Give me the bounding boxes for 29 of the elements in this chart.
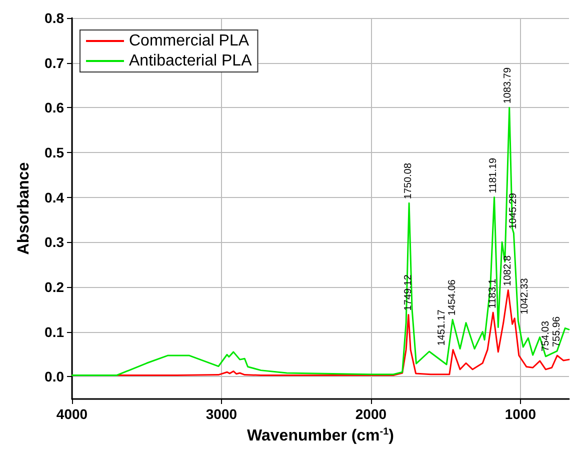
y-tick-label: 0.8 <box>44 10 64 26</box>
x-tick-label: 1000 <box>504 406 536 422</box>
x-tick-label: 4000 <box>56 406 88 422</box>
annotation: 1082.8 <box>502 255 514 286</box>
annotation: 1083.79 <box>502 67 514 104</box>
y-tick-label: 0.2 <box>44 278 64 295</box>
y-tick-label: 0.4 <box>44 189 64 206</box>
annotation: 1181.19 <box>488 157 499 194</box>
annotation: 1183.1 <box>488 278 499 308</box>
x-tick-label: 2000 <box>355 406 387 422</box>
annotation: 1045.29 <box>508 192 520 230</box>
y-tick-label: 0.6 <box>44 100 64 116</box>
annotation: 1454.06 <box>447 279 458 316</box>
annotation: 1749.12 <box>402 274 414 311</box>
line-series <box>71 106 570 376</box>
y-tick-label: 0.1 <box>44 324 64 340</box>
annotation: 1042.33 <box>520 278 531 314</box>
annotation: 1451.17 <box>436 309 448 346</box>
y-tick-label: 0.0 <box>44 368 64 385</box>
x-tick-label: 3000 <box>206 406 238 422</box>
y-tick-label: 0.7 <box>44 54 64 71</box>
annotation: 1750.08 <box>402 162 414 200</box>
y-tick-label: 0.3 <box>44 234 64 250</box>
legend-label: Antibacterial PLA <box>129 52 252 70</box>
annotation: 755.96 <box>551 316 562 348</box>
annotation: 754.03 <box>540 320 552 352</box>
y-tick-label: 0.5 <box>44 144 64 160</box>
y-axis-title: Absorbance <box>16 162 32 255</box>
legend-label: Commercial PLA <box>129 32 250 50</box>
